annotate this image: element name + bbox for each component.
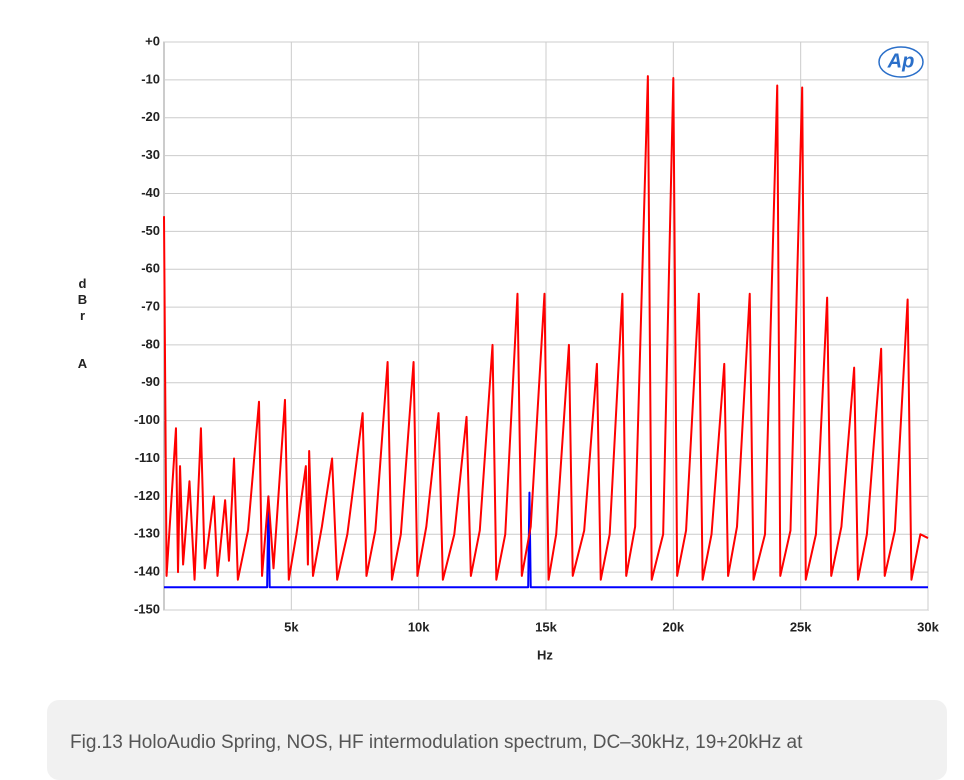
spectrum-line [163, 75, 929, 581]
spectrum-line [164, 491, 928, 589]
logo: Ap [887, 50, 915, 72]
x-tick-label: 15k [535, 619, 557, 634]
x-axis-label: Hz [537, 647, 553, 662]
y-tick-label: -30 [141, 147, 160, 162]
logo-ring [878, 46, 924, 78]
caption: Fig.13 HoloAudio Spring, NOS, HF intermo… [70, 732, 803, 753]
y-tick-label: -130 [134, 526, 160, 541]
x-tick-label: 25k [790, 619, 812, 634]
y-tick-label: -90 [141, 374, 160, 389]
y-tick-label: -10 [141, 71, 160, 86]
chart: Ap Hz +0 -10 -20 -30 -40 -50 -60 -70 -80 -90 -100 -… [134, 33, 940, 662]
y-tick-label: -120 [134, 488, 160, 503]
y-tick-label: -140 [134, 564, 160, 579]
x-tick-label: 20k [662, 619, 684, 634]
y-tick-label: -80 [141, 336, 160, 351]
page: {"chart_data": {"type": "line", "logo": … [47, 33, 947, 780]
x-tick-label: 5k [284, 619, 299, 634]
x-tick-label: 30k [917, 619, 939, 634]
y-axis-label: dBr A [75, 276, 90, 372]
y-tick-label: +0 [145, 33, 160, 48]
y-tick-label: -40 [141, 185, 160, 200]
y-tick-label: -110 [135, 450, 160, 465]
y-tick-label: -50 [141, 223, 160, 238]
x-tick-label: 10k [408, 619, 430, 634]
y-tick-label: -70 [141, 299, 160, 314]
y-tick-label: -60 [141, 261, 160, 276]
y-tick-label: -20 [141, 109, 160, 124]
y-tick-label: -150 [134, 601, 160, 616]
y-tick-label: -100 [134, 412, 160, 427]
